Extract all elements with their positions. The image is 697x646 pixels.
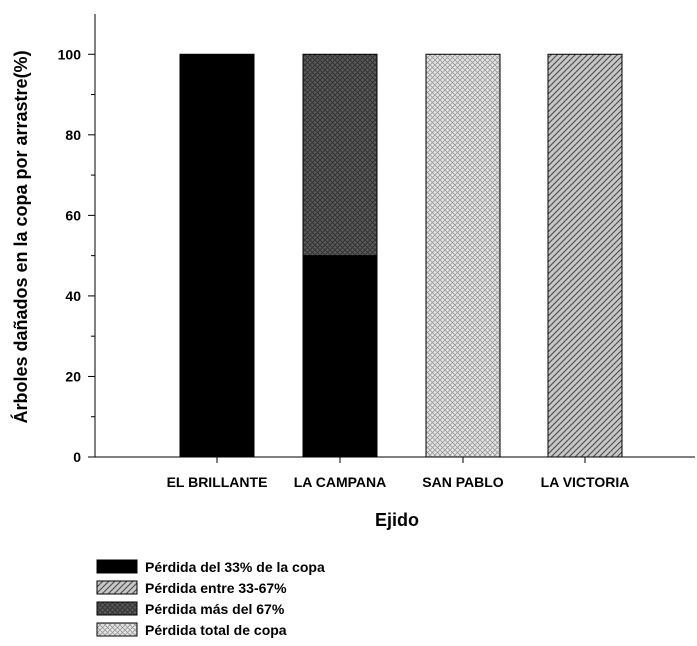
legend-label: Pérdida total de copa [145,622,287,638]
legend-swatch [96,601,138,616]
legend: Pérdida del 33% de la copa Pérdida entre … [96,559,325,638]
bars-group [179,53,623,458]
y-tick-label: 100 [58,46,82,62]
y-axis-title: Árboles dañados en la copa por arrastre(… [10,50,31,423]
y-tick-label: 40 [65,288,81,304]
bar-el-brillante-series-0 [179,53,255,458]
legend-label: Pérdida entre 33-67% [145,580,287,596]
x-tick-label: LA VICTORIA [541,474,630,490]
y-tick-label: 0 [73,449,81,465]
x-axis-title: Ejido [375,510,419,530]
bar-san-pablo-series-3 [425,53,501,458]
x-tick-label: EL BRILLANTE [167,474,268,490]
bar-la-victoria-series-1 [547,53,623,458]
legend-label: Pérdida del 33% de la copa [145,559,325,575]
axes-group [94,14,695,458]
legend-label: Pérdida más del 67% [145,601,285,617]
x-tick-label: LA CAMPANA [294,474,387,490]
ticks-group: 0 20 40 60 80 100 EL BRILLANTE LA CAMPANA SAN PA… [58,46,630,490]
bar-la-campana-series-2 [302,53,378,257]
y-tick-label: 80 [65,127,81,143]
legend-swatch [96,622,138,637]
y-tick-label: 20 [65,368,81,384]
legend-swatch [96,559,138,574]
y-tick-label: 60 [65,207,81,223]
x-tick-label: SAN PABLO [422,474,504,490]
legend-swatch [96,580,138,595]
bar-la-campana-series-0 [302,255,378,458]
